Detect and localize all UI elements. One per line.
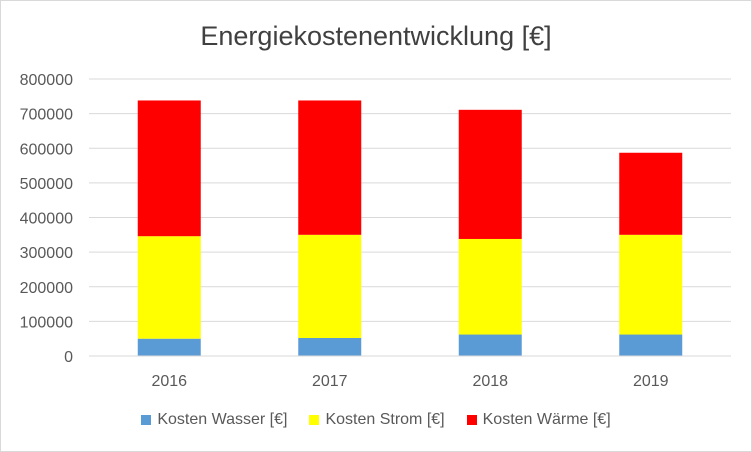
legend-label: Kosten Wasser [€] [157,411,288,428]
x-tick-label: 2017 [312,373,348,390]
y-tick-label: 600000 [20,141,73,158]
y-tick-label: 700000 [20,107,73,124]
bar-segment-strom [137,236,201,339]
y-tick-label: 100000 [20,314,73,331]
y-tick-label: 800000 [20,72,73,89]
bar-segment-waerme [298,100,362,235]
bar-segment-waerme [137,100,201,237]
legend-label: Kosten Wärme [€] [482,411,611,428]
legend-item: Kosten Strom [€] [309,411,445,429]
x-tick-label: 2018 [472,373,508,390]
legend-swatch [309,415,320,425]
bar-segment-wasser [137,338,201,356]
bar-segment-wasser [298,337,362,356]
bar-segment-strom [619,234,683,335]
bar-segment-strom [458,238,522,335]
x-tick-label: 2019 [633,373,669,390]
bar-segment-waerme [458,109,522,239]
legend-label: Kosten Strom [€] [325,411,445,428]
y-tick-label: 400000 [20,211,73,228]
legend-item: Kosten Wärme [€] [466,411,611,429]
legend-swatch [141,415,152,425]
bar-segment-strom [298,234,362,338]
y-tick-label: 300000 [20,245,73,262]
y-tick-label: 200000 [20,280,73,297]
y-tick-label: 500000 [20,176,73,193]
bar-segment-waerme [619,152,683,235]
y-tick-label: 0 [64,349,73,366]
bar-segment-wasser [619,334,683,356]
bar-segment-wasser [458,334,522,356]
chart-title: Energiekostenentwicklung [€] [200,21,552,51]
legend-swatch [466,415,477,425]
legend: Kosten Wasser [€] Kosten Strom [€] Kosten … [1,411,751,429]
legend-item: Kosten Wasser [€] [141,411,287,429]
x-tick-label: 2016 [151,373,187,390]
